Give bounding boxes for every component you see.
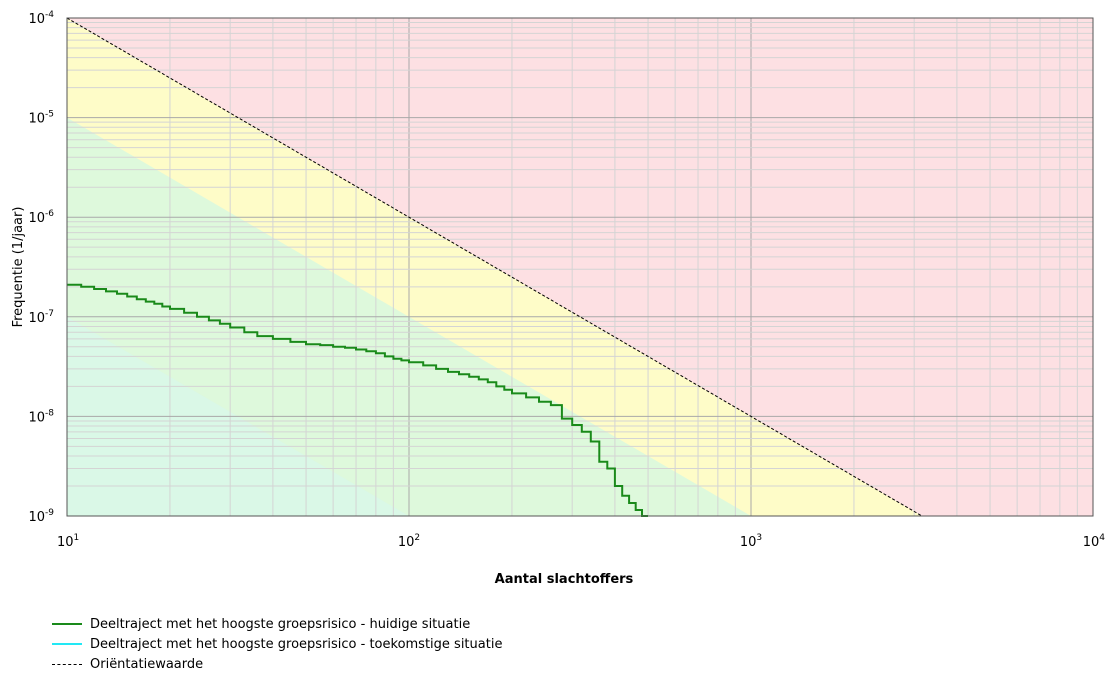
y-tick-labels: 10-4 10-5 10-6 10-7 10-8 10-9 xyxy=(28,10,54,525)
legend-item-toekomstige[interactable]: Deeltraject met het hoogste groepsrisico… xyxy=(52,634,502,654)
risk-chart: 10-4 10-5 10-6 10-7 10-8 10-9 101 102 103 104 Fr… xyxy=(11,10,1105,587)
x-axis-title: Aantal slachtoffers xyxy=(495,572,634,587)
y-tick-label: 10-9 xyxy=(28,508,54,525)
legend-item-huidige[interactable]: Deeltraject met het hoogste groepsrisico… xyxy=(52,614,502,634)
legend-label-huidige: Deeltraject met het hoogste groepsrisico… xyxy=(90,616,471,632)
y-tick-label: 10-8 xyxy=(28,408,54,425)
y-tick-label: 10-5 xyxy=(28,110,54,127)
x-tick-label: 103 xyxy=(740,533,762,550)
legend-item-orientatiewaarde[interactable]: Oriëntatiewaarde xyxy=(52,654,502,674)
legend-swatch-huidige xyxy=(52,623,82,625)
x-tick-labels: 101 102 103 104 xyxy=(57,533,1105,550)
x-tick-label: 104 xyxy=(1083,533,1106,550)
risk-regions xyxy=(67,18,1093,516)
legend: Deeltraject met het hoogste groepsrisico… xyxy=(52,614,502,674)
y-tick-label: 10-7 xyxy=(28,309,54,326)
y-tick-label: 10-4 xyxy=(28,10,54,27)
y-axis-title: Frequentie (1/jaar) xyxy=(11,207,26,328)
plot-frame xyxy=(66,17,1094,517)
legend-label-orientatiewaarde: Oriëntatiewaarde xyxy=(90,656,204,672)
series-line-0 xyxy=(67,283,648,517)
x-tick-label: 101 xyxy=(57,533,79,550)
legend-swatch-orientatiewaarde xyxy=(52,663,82,665)
legend-label-toekomstige: Deeltraject met het hoogste groepsrisico… xyxy=(90,636,503,652)
series-lines xyxy=(67,283,648,517)
x-tick-label: 102 xyxy=(398,533,420,550)
y-tick-label: 10-6 xyxy=(28,209,54,226)
grid-lines xyxy=(66,18,1093,517)
legend-swatch-toekomstige xyxy=(52,643,82,645)
